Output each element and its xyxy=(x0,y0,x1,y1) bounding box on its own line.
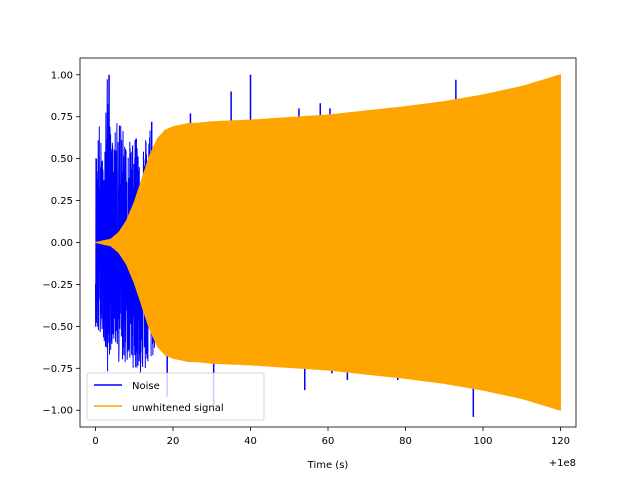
x-axis: 0 20 40 60 80 100 120 xyxy=(92,427,570,447)
x-tick-label: 60 xyxy=(322,436,335,447)
y-tick-label: −0.50 xyxy=(42,322,73,333)
legend: Noise unwhitened signal xyxy=(86,372,265,421)
y-axis: −1.00 −0.75 −0.50 −0.25 0.00 0.25 0.50 0.75 1.00 xyxy=(42,70,80,417)
y-tick-label: 0.50 xyxy=(51,154,73,165)
signal-series-envelope xyxy=(95,74,561,411)
x-tick-label: 0 xyxy=(92,436,98,447)
y-tick-label: 0.75 xyxy=(51,112,73,123)
legend-box xyxy=(86,372,265,421)
y-tick-label: −0.75 xyxy=(42,364,73,375)
legend-signal-label: unwhitened signal xyxy=(132,403,224,414)
x-tick-label: 20 xyxy=(167,436,180,447)
x-tick-label: 40 xyxy=(244,436,257,447)
legend-noise-label: Noise xyxy=(132,381,160,392)
signal-series-line xyxy=(95,125,182,359)
x-axis-offset-label: +1e8 xyxy=(549,458,576,469)
x-axis-label: Time (s) xyxy=(307,460,349,471)
x-tick-label: 100 xyxy=(473,436,492,447)
x-tick-label: 120 xyxy=(551,436,570,447)
x-tick-label: 80 xyxy=(399,436,412,447)
y-tick-label: 0.00 xyxy=(51,238,73,249)
plot-area xyxy=(95,74,561,417)
y-tick-label: −0.25 xyxy=(42,280,73,291)
y-tick-label: 0.25 xyxy=(51,196,73,207)
y-tick-label: −1.00 xyxy=(42,406,73,417)
y-tick-label: 1.00 xyxy=(51,70,73,81)
